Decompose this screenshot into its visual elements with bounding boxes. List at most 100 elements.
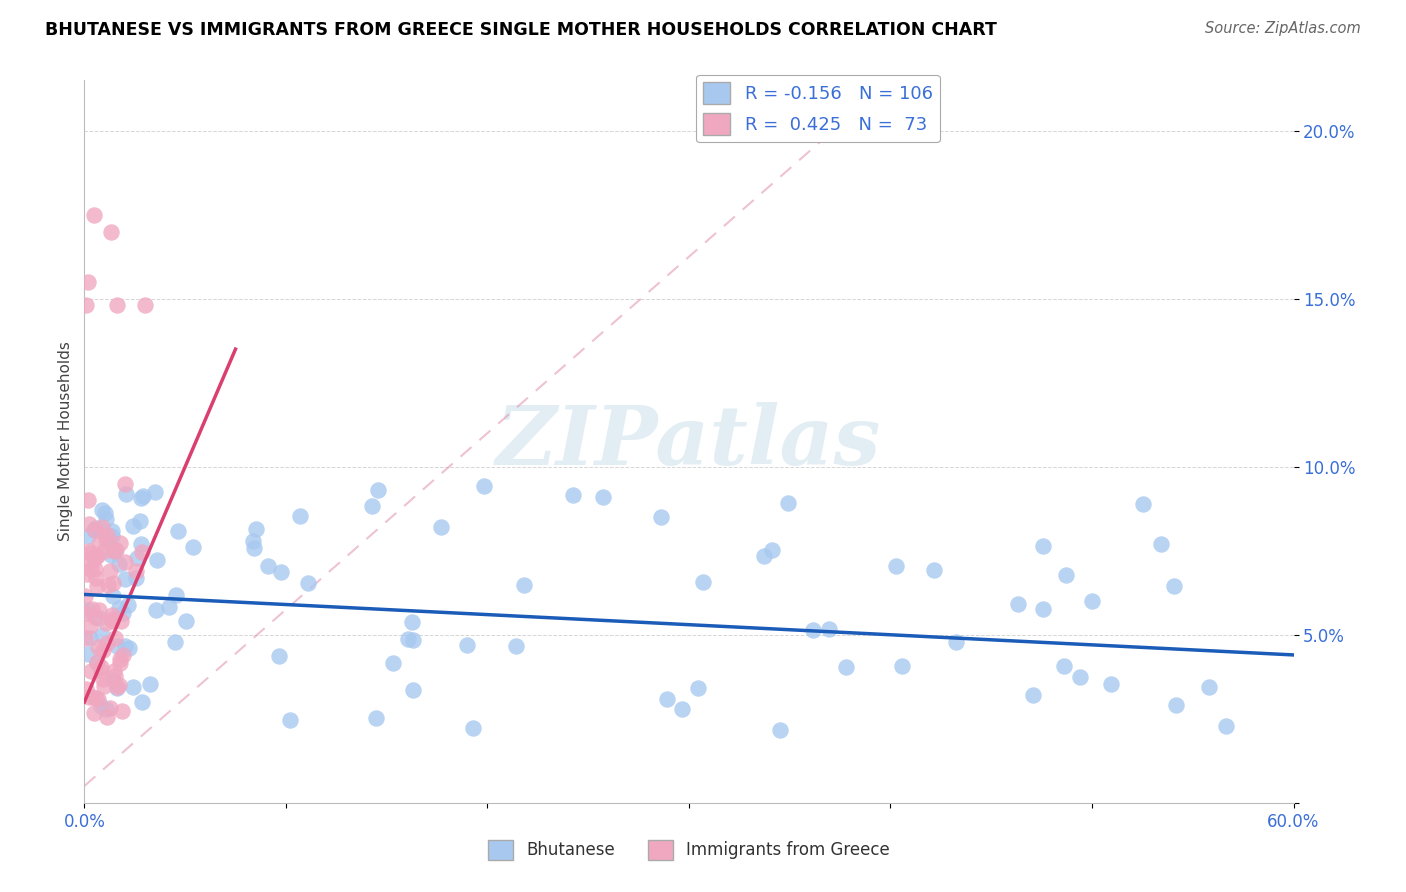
Point	[561, 488, 583, 502]
Point	[945, 635, 967, 649]
Point	[122, 680, 145, 694]
Point	[267, 648, 290, 663]
Text: ZIPatlas: ZIPatlas	[496, 401, 882, 482]
Point	[75, 298, 97, 312]
Point	[125, 571, 148, 585]
Point	[505, 639, 527, 653]
Point	[114, 639, 136, 653]
Point	[87, 536, 110, 550]
Point	[94, 615, 117, 630]
Point	[96, 527, 118, 541]
Point	[101, 608, 124, 623]
Point	[104, 669, 127, 683]
Point	[108, 600, 131, 615]
Point	[87, 640, 110, 654]
Point	[75, 632, 97, 646]
Point	[118, 641, 141, 656]
Point	[114, 476, 136, 491]
Point	[257, 559, 280, 574]
Point	[108, 536, 131, 550]
Point	[77, 529, 100, 543]
Point	[94, 532, 117, 546]
Point	[512, 578, 534, 592]
Point	[1164, 698, 1187, 713]
Point	[90, 628, 112, 642]
Point	[93, 642, 115, 657]
Point	[80, 601, 103, 615]
Point	[108, 557, 131, 571]
Point	[761, 542, 783, 557]
Point	[101, 529, 124, 543]
Point	[111, 704, 134, 718]
Point	[93, 506, 115, 520]
Point	[402, 682, 425, 697]
Point	[278, 713, 301, 727]
Point	[84, 549, 107, 563]
Point	[100, 548, 122, 562]
Point	[1054, 568, 1077, 582]
Point	[103, 589, 125, 603]
Point	[97, 533, 120, 547]
Point	[429, 520, 451, 534]
Point	[77, 275, 100, 289]
Point	[84, 562, 107, 576]
Point	[108, 651, 131, 665]
Point	[101, 614, 124, 628]
Point	[922, 563, 945, 577]
Point	[94, 512, 117, 526]
Point	[752, 549, 775, 563]
Point	[84, 610, 107, 624]
Point	[83, 552, 105, 566]
Point	[650, 510, 672, 524]
Point	[103, 575, 125, 590]
Point	[463, 721, 485, 735]
Point	[93, 543, 115, 558]
Point	[77, 544, 100, 558]
Point	[396, 632, 419, 647]
Point	[86, 655, 108, 669]
Point	[79, 619, 101, 633]
Point	[101, 611, 124, 625]
Point	[87, 692, 110, 706]
Point	[110, 614, 132, 628]
Point	[124, 564, 146, 578]
Point	[121, 518, 143, 533]
Point	[1132, 497, 1154, 511]
Point	[401, 615, 423, 629]
Point	[96, 636, 118, 650]
Point	[86, 579, 108, 593]
Point	[77, 517, 100, 532]
Point	[139, 677, 162, 691]
Point	[91, 503, 114, 517]
Point	[82, 690, 104, 704]
Point	[101, 673, 124, 687]
Point	[77, 603, 100, 617]
Point	[108, 678, 131, 692]
Point	[90, 664, 112, 678]
Point	[98, 701, 121, 715]
Point	[1198, 680, 1220, 694]
Point	[84, 520, 107, 534]
Point	[1032, 539, 1054, 553]
Point	[817, 622, 839, 636]
Point	[89, 603, 111, 617]
Point	[87, 611, 110, 625]
Point	[75, 682, 97, 697]
Point	[108, 657, 131, 671]
Point	[114, 556, 136, 570]
Point	[382, 656, 405, 670]
Point	[146, 553, 169, 567]
Point	[242, 534, 264, 549]
Point	[90, 660, 112, 674]
Point	[104, 632, 127, 646]
Point	[101, 524, 124, 539]
Point	[801, 624, 824, 638]
Point	[79, 546, 101, 560]
Point	[77, 690, 100, 704]
Point	[1149, 537, 1171, 551]
Point	[105, 681, 128, 695]
Point	[90, 699, 112, 714]
Point	[103, 665, 125, 679]
Point	[157, 599, 180, 614]
Point	[77, 647, 100, 661]
